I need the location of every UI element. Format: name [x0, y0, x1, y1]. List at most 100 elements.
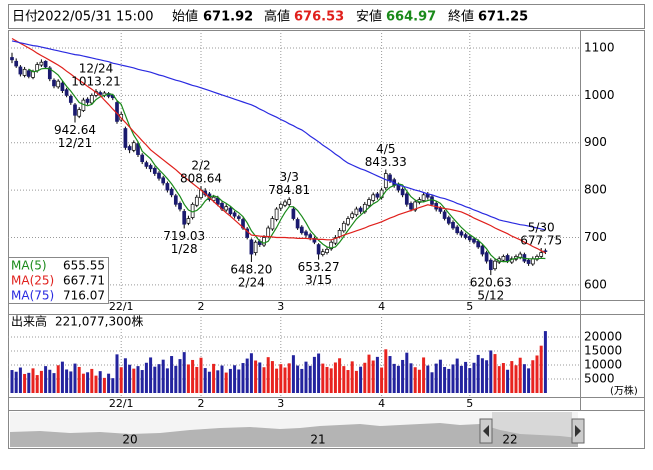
volume-bar [489, 350, 493, 393]
annotation-date: 3/15 [305, 273, 332, 287]
volume-bar [501, 363, 505, 393]
candle-body [274, 208, 279, 220]
volume-bar [522, 364, 526, 393]
y-tick-label: 600 [584, 277, 607, 291]
volume-bar [233, 365, 237, 393]
volume-bar [98, 371, 102, 393]
legend-value: 667.71 [63, 274, 105, 288]
y-tick-label: 900 [584, 135, 607, 149]
annotation-date: 3/3 [280, 170, 299, 184]
candle-body [333, 237, 338, 244]
volume-bar [228, 368, 232, 393]
navigator-area [10, 423, 578, 447]
candle-body [493, 260, 497, 270]
candle-body [409, 203, 413, 210]
volume-bar [527, 368, 531, 393]
volume-bar [447, 368, 451, 393]
header-bar [8, 4, 645, 29]
candle-body [249, 239, 254, 255]
candle-body [304, 231, 308, 236]
volume-bar [354, 370, 358, 393]
annotation-date: 1/28 [171, 242, 198, 256]
volume-bar [506, 369, 510, 393]
volume-bar [413, 367, 417, 393]
candle-body [228, 207, 233, 215]
candle-body [224, 206, 229, 211]
volume-bar [392, 363, 396, 393]
volume-bar [472, 362, 476, 393]
candle-body [270, 218, 275, 230]
candle-body [253, 241, 258, 253]
candle-body [488, 259, 493, 271]
volume-bar [539, 345, 543, 393]
high-label: 高値 [264, 9, 290, 25]
volume-bar [136, 366, 140, 393]
candle-body [232, 212, 237, 217]
annotation-value: 1013.21 [71, 75, 121, 89]
volume-bar [31, 368, 35, 393]
candle-body [501, 256, 506, 261]
annotation-value: 620.63 [470, 276, 512, 290]
volume-bar [174, 365, 178, 393]
candle-body [178, 203, 182, 210]
candle-body [144, 162, 149, 167]
candle-body [295, 219, 300, 229]
volume-bar [157, 364, 161, 393]
y-tick-label: 700 [584, 230, 607, 244]
candle-body [539, 252, 544, 257]
volume-bar [480, 358, 484, 393]
candle-body [148, 165, 153, 170]
volume-bar [342, 366, 346, 393]
candle-body [131, 142, 136, 151]
volume-bar [363, 362, 367, 393]
volume-bar [380, 367, 384, 393]
volume-bar [182, 352, 186, 393]
volume-bar [102, 377, 106, 393]
volume-bar [170, 356, 174, 393]
candle-body [442, 211, 447, 219]
volume-bar [535, 355, 539, 393]
volume-unit: (万株) [610, 384, 638, 397]
volume-bar [153, 366, 157, 393]
volume-bar [317, 353, 321, 393]
candle-body [157, 172, 161, 179]
candle-body [480, 245, 485, 255]
volume-bar [493, 354, 497, 393]
volume-title-bg [9, 315, 149, 329]
volume-bar [266, 357, 270, 393]
volume-bar [119, 367, 123, 393]
y-tick-label: 1000 [584, 88, 615, 102]
volume-bar [455, 358, 459, 393]
candle-body [346, 218, 350, 225]
candle-body [52, 79, 56, 87]
y-tick-label: 5000 [584, 372, 615, 386]
volume-bar [77, 366, 81, 393]
candle-body [10, 57, 14, 61]
volume-bar [128, 364, 132, 393]
volume-bar [60, 361, 64, 393]
candle-body [341, 222, 346, 232]
datetime: 2022/05/31 15:00 [37, 10, 154, 25]
candle-body [404, 193, 409, 205]
volume-bar [258, 362, 262, 393]
legend-name: MA(25) [11, 274, 54, 288]
annotation-value: 719.03 [163, 229, 205, 243]
navigator-label: 21 [310, 433, 325, 447]
candle-body [165, 183, 170, 191]
volume-bar [132, 368, 136, 393]
candle-body [173, 195, 178, 205]
annotation-date: 5/30 [528, 221, 555, 235]
candle-body [64, 89, 69, 96]
annotation-value: 843.33 [365, 155, 407, 169]
x-tick-label: 2 [198, 300, 205, 313]
volume-bar [27, 372, 31, 393]
candle-body [98, 92, 103, 95]
x-tick-label: 5 [466, 300, 473, 313]
volume-bar [300, 368, 304, 393]
open-label: 始値 [172, 9, 198, 25]
outer-frame [8, 30, 645, 449]
volume-bar [531, 360, 535, 393]
volume-bar [73, 363, 77, 393]
volume-bar [18, 367, 22, 393]
volume-bar [270, 361, 274, 393]
